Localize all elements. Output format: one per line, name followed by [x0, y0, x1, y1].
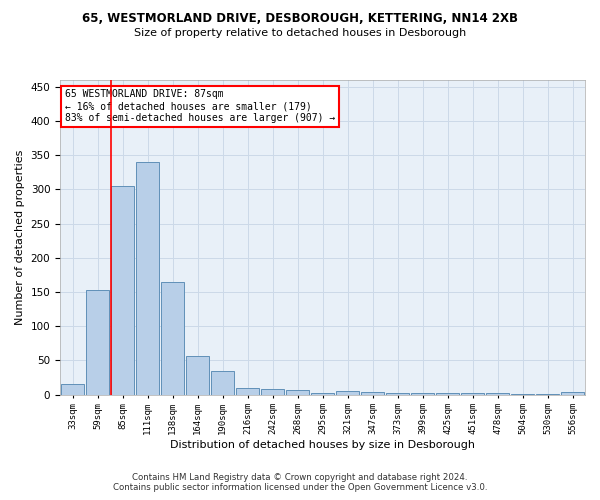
Bar	[136, 162, 159, 394]
Bar	[261, 389, 284, 394]
Bar	[211, 370, 234, 394]
Text: 65 WESTMORLAND DRIVE: 87sqm
← 16% of detached houses are smaller (179)
83% of se: 65 WESTMORLAND DRIVE: 87sqm ← 16% of det…	[65, 90, 335, 122]
Y-axis label: Number of detached properties: Number of detached properties	[15, 150, 25, 325]
Bar	[186, 356, 209, 395]
Bar	[111, 186, 134, 394]
Text: Size of property relative to detached houses in Desborough: Size of property relative to detached ho…	[134, 28, 466, 38]
Bar	[336, 391, 359, 394]
Text: Contains HM Land Registry data © Crown copyright and database right 2024.
Contai: Contains HM Land Registry data © Crown c…	[113, 473, 487, 492]
Bar	[286, 390, 309, 394]
Text: 65, WESTMORLAND DRIVE, DESBOROUGH, KETTERING, NN14 2XB: 65, WESTMORLAND DRIVE, DESBOROUGH, KETTE…	[82, 12, 518, 26]
Bar	[311, 393, 334, 394]
Bar	[411, 392, 434, 394]
Bar	[436, 393, 459, 394]
Bar	[236, 388, 259, 394]
Bar	[486, 393, 509, 394]
Bar	[561, 392, 584, 394]
Bar	[386, 392, 409, 394]
Bar	[86, 290, 109, 395]
Bar	[361, 392, 384, 394]
Bar	[61, 384, 84, 394]
Bar	[461, 393, 484, 394]
X-axis label: Distribution of detached houses by size in Desborough: Distribution of detached houses by size …	[170, 440, 475, 450]
Bar	[161, 282, 184, 395]
